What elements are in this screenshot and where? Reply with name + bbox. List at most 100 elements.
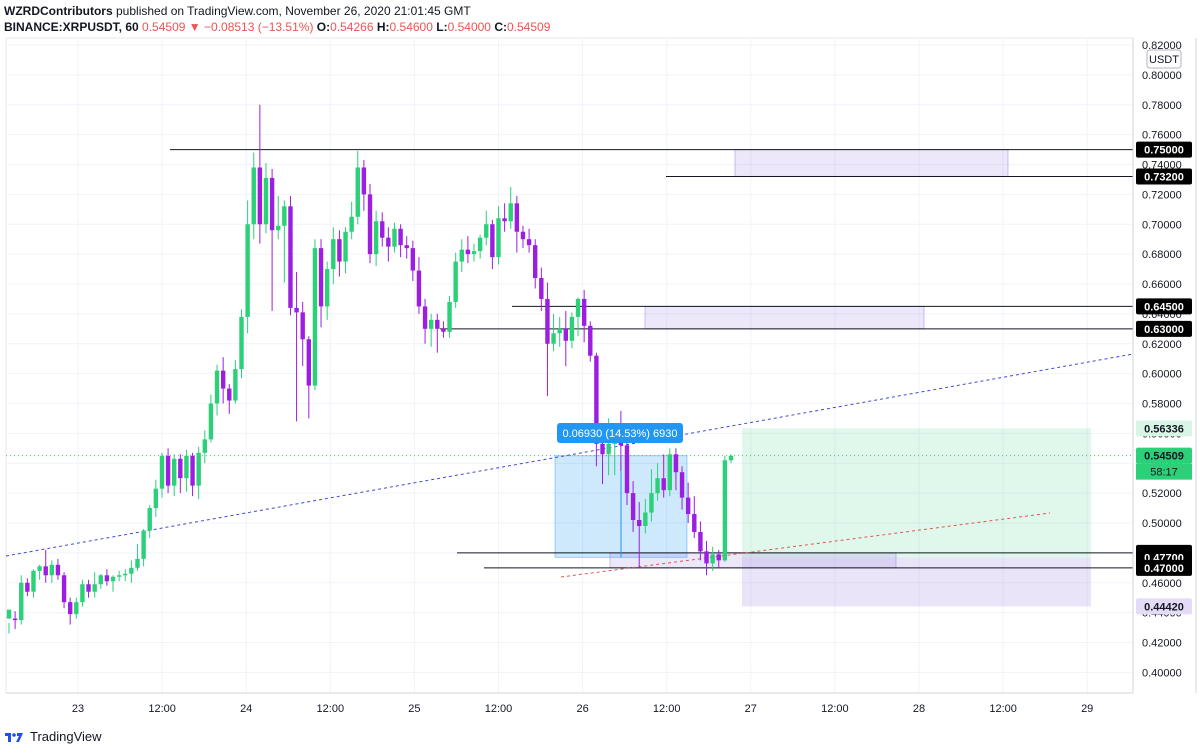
candle-body <box>520 231 526 240</box>
y-tick-label: 0.68000 <box>1142 249 1182 261</box>
candle-body <box>196 452 201 486</box>
candle-body <box>398 228 403 246</box>
chart-header: WZRDContributors published on TradingVie… <box>4 3 550 35</box>
candle-body <box>361 167 367 195</box>
candle-body <box>508 203 513 222</box>
close-label: C: <box>494 20 507 34</box>
candle-body <box>471 251 477 255</box>
candle-body <box>533 245 538 279</box>
trend-line-red <box>560 512 1051 578</box>
candle-body <box>80 584 85 603</box>
candle-body <box>312 248 318 386</box>
y-tick-label: 0.72000 <box>1142 189 1182 201</box>
y-tick-label: 0.60000 <box>1142 369 1182 381</box>
target-zone <box>742 428 1091 558</box>
candle-body <box>104 575 110 582</box>
trend-line-blue <box>5 353 1134 557</box>
candle-body <box>386 237 391 247</box>
candle-body <box>367 194 373 255</box>
countdown-box <box>1136 463 1192 480</box>
y-tick-label: 0.42000 <box>1142 638 1182 650</box>
candle-body <box>129 567 134 574</box>
candle-body <box>392 228 397 247</box>
candle-body <box>716 554 721 561</box>
x-tick-label: 23 <box>72 703 84 715</box>
candle-body <box>331 239 336 270</box>
candle-body <box>245 224 250 317</box>
candle-body <box>208 403 214 440</box>
candle-body <box>269 177 275 231</box>
candle-body <box>92 584 97 592</box>
candle-body <box>324 269 330 307</box>
candle-body <box>355 167 360 217</box>
price-label: 0.56336 <box>1144 423 1184 435</box>
candle-body <box>184 455 189 479</box>
candle-body <box>159 455 165 489</box>
publish-line: WZRDContributors published on TradingVie… <box>4 3 550 19</box>
price-label-box <box>1136 141 1192 158</box>
y-tick-label: 0.66000 <box>1142 279 1182 291</box>
candle-body <box>123 573 128 576</box>
candle-body <box>435 319 440 329</box>
high-value: 0.54600 <box>389 20 433 34</box>
candle-body <box>6 609 12 619</box>
ohlc-line: BINANCE:XRPUSDT, 60 0.54509 ▼ −0.08513 (… <box>4 19 550 35</box>
candle-body <box>165 455 171 486</box>
candle-body <box>422 306 428 329</box>
candle-body <box>496 218 501 258</box>
candle-body <box>98 575 103 585</box>
candle-body <box>257 167 263 225</box>
measure-label: 0.06930 (14.53%) 6930 <box>563 428 678 440</box>
candle-body <box>459 249 464 262</box>
price-label-box <box>1136 559 1192 576</box>
candle-body <box>655 478 660 494</box>
candle-body <box>306 339 312 386</box>
candle-body <box>380 221 385 238</box>
candle-body <box>514 203 520 232</box>
candle-body <box>294 307 299 313</box>
countdown-label: 58:17 <box>1150 467 1178 479</box>
candle-body <box>637 520 642 526</box>
y-tick-label: 0.62000 <box>1142 339 1182 351</box>
price-label: 0.44420 <box>1144 601 1184 613</box>
candle-body <box>178 458 183 479</box>
candle-body <box>31 570 36 592</box>
candle-body <box>263 177 269 225</box>
open-value: 0.54266 <box>330 20 374 34</box>
candle-body <box>618 440 624 446</box>
candle-body <box>37 566 42 571</box>
symbol-label[interactable]: BINANCE:XRPUSDT, 60 <box>4 20 139 34</box>
candle-body <box>147 508 152 531</box>
candle-body <box>12 618 18 621</box>
candle-body <box>19 582 24 621</box>
y-tick-label: 0.78000 <box>1142 100 1182 112</box>
candle-body <box>673 454 679 473</box>
candle-body <box>190 455 195 486</box>
y-tick-label: 0.50000 <box>1142 518 1182 530</box>
candle-body <box>227 388 232 401</box>
candle-body <box>428 319 434 329</box>
price-labels: 0.06930 (14.53%) 6930 0.75000 0.73200 0.645… <box>557 141 1192 615</box>
plot-area <box>5 37 1134 694</box>
candle-body <box>710 554 715 564</box>
candle-body <box>594 355 599 444</box>
candle-body <box>484 224 489 238</box>
candle-body <box>67 602 73 615</box>
candle-body <box>74 602 79 615</box>
y-tick-label: 0.80000 <box>1142 70 1182 82</box>
candle-body <box>526 239 532 246</box>
footer-brand[interactable]: TradingView <box>30 729 102 744</box>
candle-body <box>649 493 654 513</box>
price-label-box <box>1136 168 1192 185</box>
publisher-name[interactable]: WZRDContributors <box>4 4 113 18</box>
y-tick-label: 0.40000 <box>1142 667 1182 679</box>
candle-body <box>116 575 122 577</box>
currency-label: USDT <box>1149 54 1179 66</box>
candle-body <box>135 558 140 568</box>
candle-body <box>276 225 281 231</box>
candle-body <box>679 472 685 498</box>
candle-body <box>465 249 471 255</box>
price-label: 0.73200 <box>1144 171 1184 183</box>
candle-body <box>300 312 305 340</box>
